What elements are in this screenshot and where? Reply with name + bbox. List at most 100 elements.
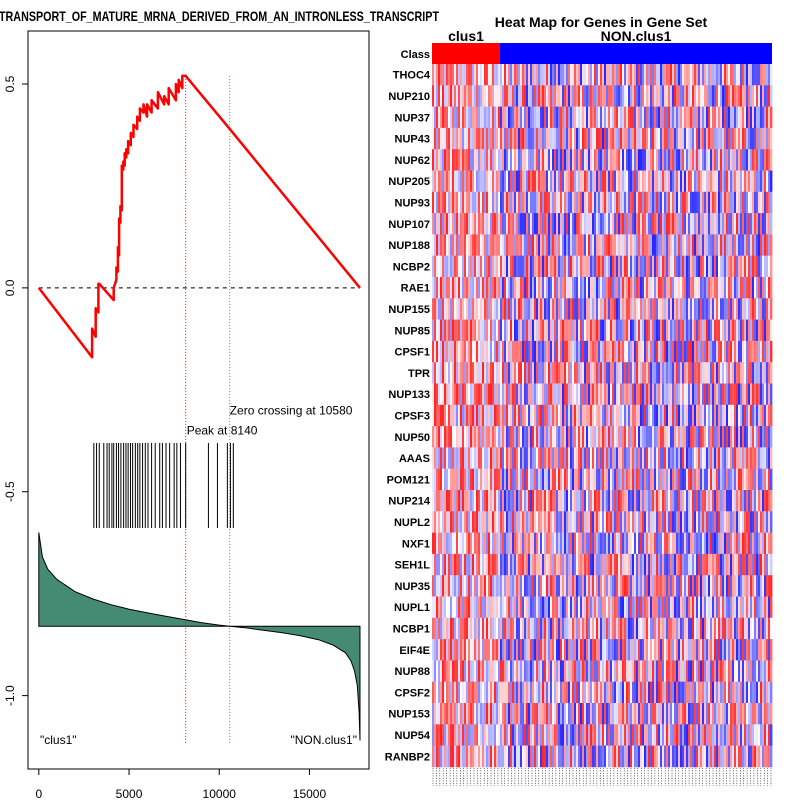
heatmap-cell: [506, 277, 509, 299]
heatmap-cell: [644, 596, 647, 619]
heatmap-cell: [446, 639, 449, 661]
heatmap-cell: [534, 575, 537, 597]
heatmap-cell: [492, 191, 495, 214]
heatmap-cell: [670, 404, 673, 427]
heatmap-cell: [552, 106, 555, 129]
heatmap-cell: [682, 85, 685, 107]
heatmap-cell: [600, 191, 603, 214]
heatmap-cell: [724, 362, 727, 384]
heatmap-cell: [650, 170, 653, 193]
heatmap-cell: [484, 277, 487, 299]
heatmap-cell: [656, 468, 659, 491]
heatmap-cell: [730, 213, 733, 235]
heatmap-cell: [612, 383, 615, 406]
heatmap-cell: [644, 490, 647, 512]
heatmap-cell: [600, 404, 603, 427]
heatmap-cell: [758, 596, 761, 619]
heatmap-cell: [588, 404, 591, 427]
heatmap-cell: [508, 660, 511, 682]
heatmap-cell: [512, 383, 515, 406]
heatmap-cell: [752, 64, 755, 86]
heatmap-cell: [706, 149, 709, 171]
heatmap-cell: [656, 404, 659, 427]
heatmap-cell: [480, 170, 483, 193]
heatmap-cell: [692, 149, 695, 171]
heatmap-cell: [738, 277, 741, 299]
heatmap-cell: [730, 639, 733, 661]
heatmap-cell: [742, 383, 745, 406]
heatmap-cell: [638, 490, 641, 512]
heatmap-cell: [646, 340, 649, 363]
heatmap-cell: [526, 127, 529, 150]
heatmap-cell: [542, 170, 545, 193]
heatmap-cell: [534, 277, 537, 299]
heatmap-cell: [600, 127, 603, 150]
heatmap-cell: [448, 404, 451, 427]
heatmap-cell: [734, 191, 737, 214]
heatmap-cell: [438, 468, 441, 491]
heatmap-cell: [644, 234, 647, 256]
heatmap-cell: [770, 191, 773, 214]
heatmap-cell: [508, 596, 511, 619]
heatmap-cell: [644, 191, 647, 214]
heatmap-cell: [560, 468, 563, 491]
heatmap-cell: [508, 532, 511, 555]
heatmap-cell: [722, 553, 725, 576]
heatmap-cell: [566, 511, 569, 533]
heatmap-cell: [622, 255, 625, 278]
heatmap-cell: [534, 191, 537, 214]
heatmap-cell: [478, 639, 481, 661]
heatmap-cell: [494, 234, 497, 256]
heatmap-cell: [442, 340, 445, 363]
heatmap-cell: [720, 234, 723, 256]
heatmap-cell: [750, 426, 753, 448]
heatmap-cell: [472, 447, 475, 469]
heatmap-cell: [488, 277, 491, 299]
heatmap-cell: [468, 426, 471, 448]
heatmap-cell: [710, 277, 713, 299]
heatmap-cell: [506, 64, 509, 86]
heatmap-cell: [746, 532, 749, 555]
heatmap-cell: [584, 170, 587, 193]
heatmap-cell: [666, 617, 669, 640]
heatmap-cell: [496, 660, 499, 682]
heatmap-cell: [672, 127, 675, 150]
heatmap-cell: [750, 383, 753, 406]
heatmap-cell: [750, 340, 753, 363]
heatmap-cell: [476, 234, 479, 256]
heatmap-cell: [610, 468, 613, 491]
heatmap-cell: [624, 639, 627, 661]
heatmap-cell: [534, 639, 537, 661]
heatmap-cell: [678, 362, 681, 384]
heatmap-cell: [764, 149, 767, 171]
heatmap-cell: [504, 106, 507, 129]
heatmap-cell: [672, 362, 675, 384]
heatmap-cell: [734, 85, 737, 107]
heatmap-cell: [528, 191, 531, 214]
heatmap-cell: [768, 64, 771, 86]
heatmap-cell: [564, 596, 567, 619]
heatmap-cell: [544, 575, 547, 597]
heatmap-cell: [566, 234, 569, 256]
heatmap-cell: [518, 490, 521, 512]
heatmap-cell: [566, 404, 569, 427]
heatmap-cell: [448, 532, 451, 555]
heatmap-cell: [596, 553, 599, 576]
heatmap-cell: [636, 191, 639, 214]
heatmap-cell: [632, 149, 635, 171]
heatmap-cell: [612, 191, 615, 214]
heatmap-cell: [568, 234, 571, 256]
heatmap-cell: [720, 362, 723, 384]
heatmap-cell: [580, 127, 583, 150]
heatmap-cell: [596, 511, 599, 533]
heatmap-cell: [760, 213, 763, 235]
heatmap-cell: [586, 64, 589, 86]
heatmap-cell: [694, 383, 697, 406]
heatmap-cell: [506, 234, 509, 256]
heatmap-cell: [628, 639, 631, 661]
heatmap-cell: [732, 575, 735, 597]
heatmap-cell: [762, 532, 765, 555]
heatmap-cell: [608, 660, 611, 682]
heatmap-cell: [436, 553, 439, 576]
heatmap-cell: [432, 340, 435, 363]
